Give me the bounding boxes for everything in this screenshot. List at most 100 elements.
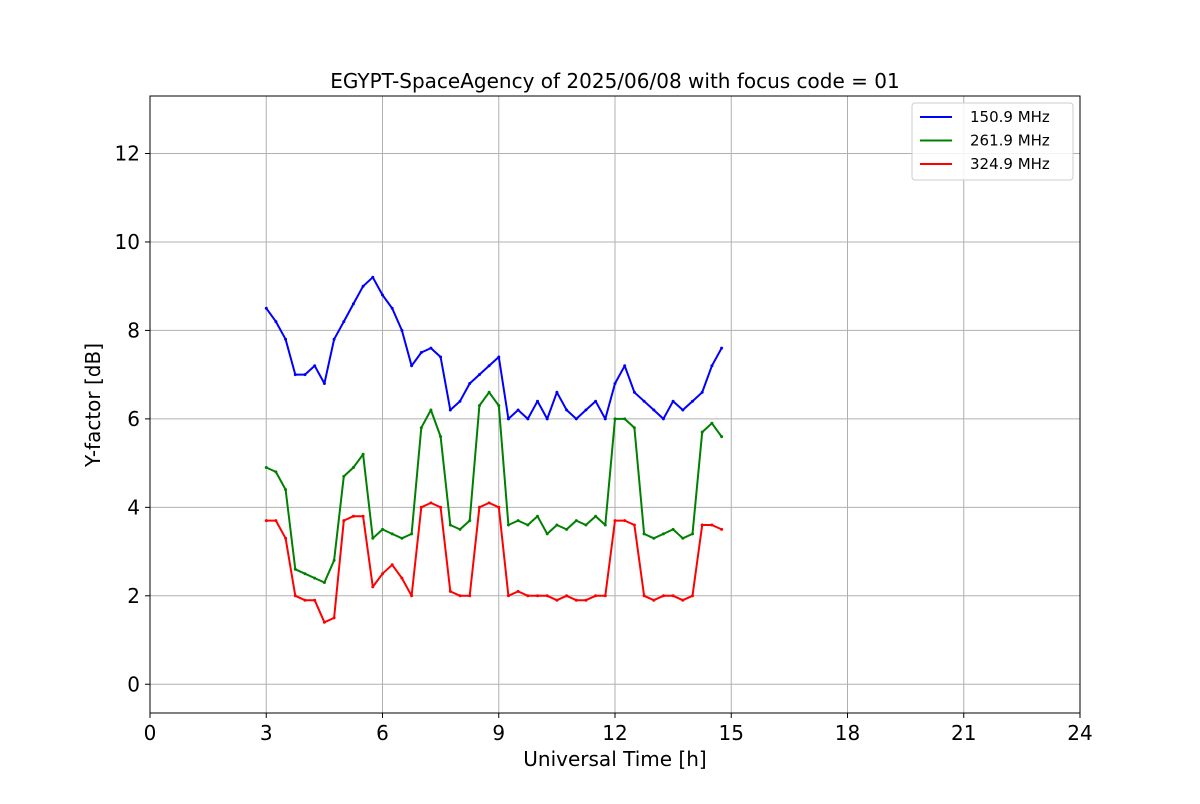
data-point (274, 519, 278, 523)
data-point (497, 404, 501, 408)
x-axis-label: Universal Time [h] (523, 747, 706, 771)
data-point (342, 320, 346, 324)
data-point (448, 589, 452, 593)
data-point (313, 364, 317, 368)
series-line (266, 501, 723, 624)
data-point (710, 421, 714, 425)
data-point (410, 594, 414, 598)
y-axis: 0 2 4 6 8 10 12 (115, 141, 150, 696)
data-point (293, 373, 297, 377)
y-axis-label: Y-factor [dB] (81, 343, 105, 468)
data-point (632, 390, 636, 394)
data-point (632, 523, 636, 527)
data-point (652, 536, 656, 540)
data-point (691, 594, 694, 598)
data-point (613, 519, 617, 523)
data-point (274, 470, 278, 474)
chart-title: EGYPT-SpaceAgency of 2025/06/08 with foc… (330, 69, 899, 93)
x-axis: 0 3 6 9 12 15 18 21 24 (144, 713, 1093, 745)
series-layer (264, 275, 724, 624)
data-point (351, 466, 355, 469)
data-point (506, 417, 510, 421)
data-point (506, 594, 510, 598)
x-tick-label: 21 (951, 721, 976, 745)
data-point (477, 505, 481, 509)
data-point (720, 346, 724, 350)
data-point (468, 594, 472, 598)
data-point (516, 408, 520, 412)
data-point (536, 594, 539, 598)
data-point (555, 598, 559, 602)
data-point (642, 594, 646, 598)
x-tick-label: 3 (260, 721, 273, 745)
data-point (545, 594, 549, 598)
data-point (264, 466, 268, 469)
series-2 (264, 501, 724, 624)
data-point (439, 435, 443, 439)
data-point (477, 404, 481, 408)
data-point (574, 417, 578, 421)
data-point (584, 598, 588, 602)
data-point (681, 536, 685, 540)
x-tick-label: 24 (1067, 721, 1092, 745)
data-point (526, 417, 530, 421)
data-point (419, 351, 423, 354)
y-tick-label: 4 (127, 495, 140, 519)
data-point (642, 399, 646, 403)
legend-label: 150.9 MHz (970, 108, 1050, 126)
data-point (458, 399, 462, 403)
data-point (661, 532, 665, 536)
legend: 150.9 MHz 261.9 MHz 324.9 MHz (911, 102, 1074, 181)
data-point (274, 320, 278, 324)
data-point (565, 408, 569, 412)
y-tick-label: 2 (127, 584, 140, 608)
data-point (284, 536, 288, 540)
data-point (681, 408, 685, 412)
data-point (439, 355, 443, 359)
data-point (603, 523, 607, 527)
data-point (313, 598, 317, 602)
data-point (623, 519, 627, 523)
data-point (381, 572, 384, 576)
data-point (371, 536, 375, 540)
data-point (545, 417, 549, 421)
data-point (458, 527, 462, 531)
y-tick-label: 12 (115, 141, 140, 165)
data-point (429, 408, 433, 412)
data-point (458, 594, 462, 598)
data-point (710, 523, 714, 527)
data-point (332, 616, 336, 620)
y-tick-label: 8 (127, 318, 140, 342)
data-point (536, 399, 539, 403)
data-point (497, 355, 501, 359)
data-point (574, 519, 578, 523)
y-tick-label: 0 (127, 672, 140, 696)
series-0 (264, 275, 724, 421)
data-point (652, 598, 656, 602)
data-point (322, 382, 326, 385)
data-point (555, 390, 559, 394)
data-point (477, 373, 481, 377)
data-point (264, 306, 268, 310)
data-point (419, 426, 423, 430)
x-tick-label: 15 (719, 721, 744, 745)
data-point (410, 532, 414, 536)
data-point (322, 620, 326, 624)
data-point (487, 364, 491, 368)
x-tick-label: 0 (144, 721, 157, 745)
data-point (565, 527, 569, 531)
data-point (574, 598, 578, 602)
data-point (691, 399, 694, 403)
data-point (623, 417, 627, 421)
data-point (264, 519, 268, 523)
data-point (526, 523, 530, 527)
data-point (487, 390, 491, 394)
x-tick-label: 9 (492, 721, 505, 745)
data-point (361, 452, 365, 456)
data-point (390, 532, 394, 536)
data-point (497, 505, 501, 509)
data-point (594, 514, 598, 518)
data-point (565, 594, 569, 598)
data-point (710, 364, 714, 368)
data-point (671, 527, 675, 531)
